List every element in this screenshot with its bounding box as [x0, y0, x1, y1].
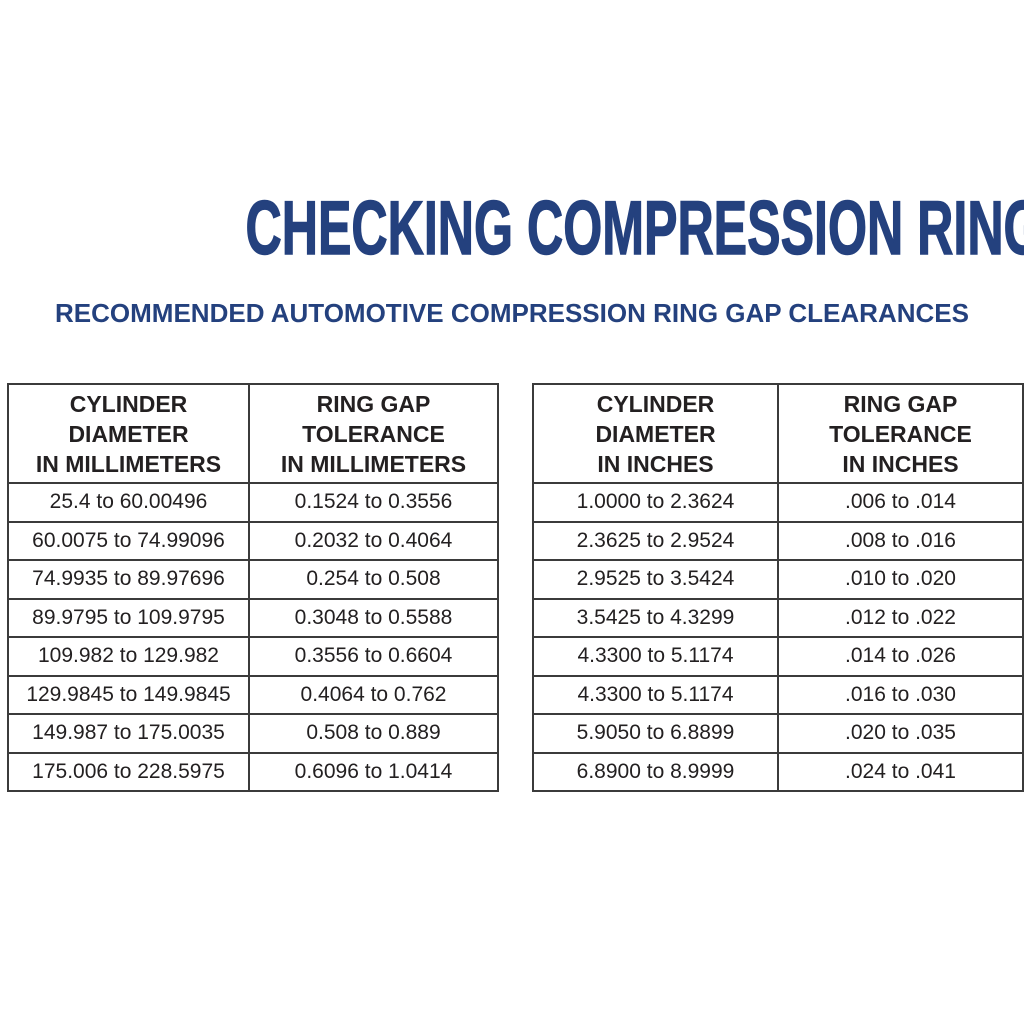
column-header-cylinder-diameter-mm: CYLINDER DIAMETER IN MILLIMETERS — [7, 383, 250, 484]
table-cell: 3.5425 to 4.3299 — [532, 597, 779, 638]
column-header-cylinder-diameter-in: CYLINDER DIAMETER IN INCHES — [532, 383, 779, 484]
page-subtitle: RECOMMENDED AUTOMOTIVE COMPRESSION RING … — [55, 298, 969, 328]
table-cell: 1.0000 to 2.3624 — [532, 482, 779, 523]
table-row: 129.9845 to 149.9845 0.4064 to 0.762 — [7, 674, 499, 715]
table-cell: 0.3048 to 0.5588 — [248, 597, 499, 638]
table-cell: 129.9845 to 149.9845 — [7, 674, 250, 715]
table-row: 2.3625 to 2.9524 .008 to .016 — [532, 520, 1024, 561]
table-cell: 0.3556 to 0.6604 — [248, 636, 499, 677]
page-title: CHECKING COMPRESSION RING GAPS — [0, 186, 1024, 271]
table-row: 4.3300 to 5.1174 .016 to .030 — [532, 674, 1024, 715]
table-cell: 89.9795 to 109.9795 — [7, 597, 250, 638]
table-cell: 6.8900 to 8.9999 — [532, 751, 779, 792]
table-row: 74.9935 to 89.97696 0.254 to 0.508 — [7, 559, 499, 600]
table-header-row: CYLINDER DIAMETER IN MILLIMETERS RING GA… — [7, 383, 499, 484]
page-title-text: CHECKING COMPRESSION RING GAPS — [245, 186, 1024, 271]
table-row: 5.9050 to 6.8899 .020 to .035 — [532, 713, 1024, 754]
tables-container: CYLINDER DIAMETER IN MILLIMETERS RING GA… — [7, 383, 1024, 792]
table-cell: 0.254 to 0.508 — [248, 559, 499, 600]
table-row: 1.0000 to 2.3624 .006 to .014 — [532, 482, 1024, 523]
table-cell: .014 to .026 — [777, 636, 1024, 677]
table-cell: 2.3625 to 2.9524 — [532, 520, 779, 561]
table-row: 109.982 to 129.982 0.3556 to 0.6604 — [7, 636, 499, 677]
table-cell: 0.508 to 0.889 — [248, 713, 499, 754]
table-cell: 4.3300 to 5.1174 — [532, 636, 779, 677]
ring-gap-table-millimeters: CYLINDER DIAMETER IN MILLIMETERS RING GA… — [7, 383, 499, 792]
table-cell: .024 to .041 — [777, 751, 1024, 792]
table-cell: 74.9935 to 89.97696 — [7, 559, 250, 600]
table-cell: .010 to .020 — [777, 559, 1024, 600]
table-cell: 0.2032 to 0.4064 — [248, 520, 499, 561]
ring-gap-table-inches: CYLINDER DIAMETER IN INCHES RING GAP TOL… — [532, 383, 1024, 792]
table-row: 175.006 to 228.5975 0.6096 to 1.0414 — [7, 751, 499, 792]
table-cell: 0.1524 to 0.3556 — [248, 482, 499, 523]
table-row: 25.4 to 60.00496 0.1524 to 0.3556 — [7, 482, 499, 523]
table-cell: 0.4064 to 0.762 — [248, 674, 499, 715]
table-cell: 60.0075 to 74.99096 — [7, 520, 250, 561]
table-row: 6.8900 to 8.9999 .024 to .041 — [532, 751, 1024, 792]
column-header-ring-gap-tolerance-in: RING GAP TOLERANCE IN INCHES — [777, 383, 1024, 484]
table-cell: 0.6096 to 1.0414 — [248, 751, 499, 792]
table-row: 3.5425 to 4.3299 .012 to .022 — [532, 597, 1024, 638]
table-cell: .016 to .030 — [777, 674, 1024, 715]
table-cell: .008 to .016 — [777, 520, 1024, 561]
table-cell: .012 to .022 — [777, 597, 1024, 638]
table-row: 4.3300 to 5.1174 .014 to .026 — [532, 636, 1024, 677]
table-cell: 5.9050 to 6.8899 — [532, 713, 779, 754]
table-cell: .006 to .014 — [777, 482, 1024, 523]
table-cell: 109.982 to 129.982 — [7, 636, 250, 677]
table-header-row: CYLINDER DIAMETER IN INCHES RING GAP TOL… — [532, 383, 1024, 484]
table-row: 149.987 to 175.0035 0.508 to 0.889 — [7, 713, 499, 754]
table-row: 89.9795 to 109.9795 0.3048 to 0.5588 — [7, 597, 499, 638]
table-cell: .020 to .035 — [777, 713, 1024, 754]
table-row: 60.0075 to 74.99096 0.2032 to 0.4064 — [7, 520, 499, 561]
table-cell: 4.3300 to 5.1174 — [532, 674, 779, 715]
table-cell: 25.4 to 60.00496 — [7, 482, 250, 523]
table-cell: 149.987 to 175.0035 — [7, 713, 250, 754]
table-cell: 2.9525 to 3.5424 — [532, 559, 779, 600]
table-row: 2.9525 to 3.5424 .010 to .020 — [532, 559, 1024, 600]
column-header-ring-gap-tolerance-mm: RING GAP TOLERANCE IN MILLIMETERS — [248, 383, 499, 484]
table-cell: 175.006 to 228.5975 — [7, 751, 250, 792]
